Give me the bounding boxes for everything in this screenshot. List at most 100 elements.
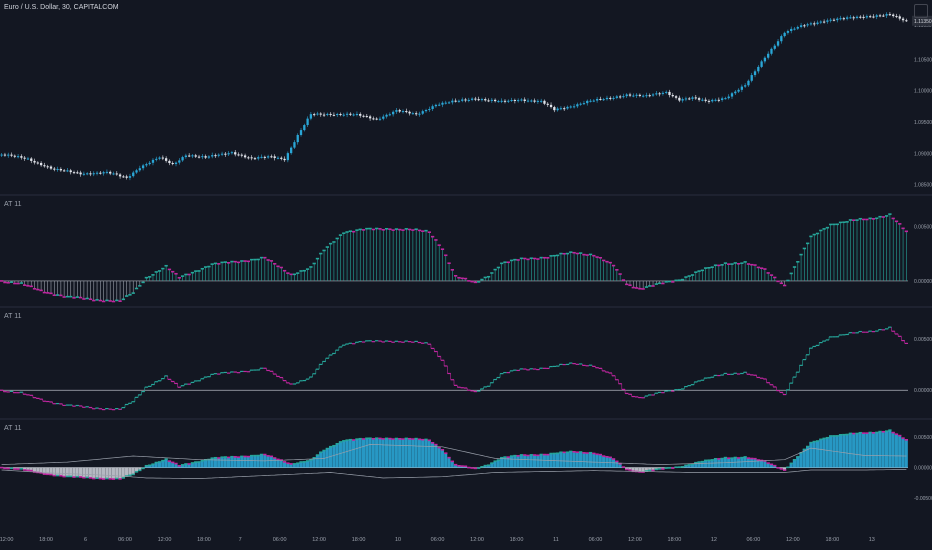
candle-body xyxy=(428,109,431,111)
signal-step xyxy=(13,468,17,470)
candle-body xyxy=(477,99,480,101)
signal-step xyxy=(707,459,711,462)
signal-step xyxy=(125,475,129,477)
candle-body xyxy=(303,125,306,131)
candle-body xyxy=(888,14,892,16)
candle-body xyxy=(217,154,220,156)
signal-step xyxy=(348,438,353,441)
candle-body xyxy=(385,114,388,117)
signal-step xyxy=(506,261,510,264)
signal-step xyxy=(602,455,606,457)
signal-step xyxy=(585,452,589,454)
signal-step xyxy=(154,461,158,464)
signal-step xyxy=(463,277,468,280)
settings-button-icon[interactable] xyxy=(914,4,928,18)
signal-step xyxy=(55,294,60,296)
signal-step xyxy=(233,455,237,458)
signal-step xyxy=(868,217,872,220)
signal-step xyxy=(631,286,635,289)
candle-body xyxy=(158,157,161,159)
signal-step xyxy=(588,253,593,256)
signal-step xyxy=(602,259,606,262)
signal-step xyxy=(852,432,856,435)
signal-step xyxy=(457,465,461,467)
candle-body xyxy=(892,14,895,17)
candle-body xyxy=(744,85,747,87)
histogram-column xyxy=(411,439,415,468)
candle-body xyxy=(582,103,586,105)
signal-step xyxy=(230,260,234,263)
signal-step xyxy=(348,230,353,233)
signal-step xyxy=(72,297,76,299)
signal-step xyxy=(707,266,711,269)
signal-step xyxy=(842,433,846,436)
time-axis-label: 6 xyxy=(84,537,87,543)
signal-step xyxy=(253,258,257,261)
signal-step xyxy=(19,282,24,284)
candle-body xyxy=(141,165,145,169)
signal-step xyxy=(519,454,524,456)
candle-body xyxy=(770,48,773,54)
histogram-column xyxy=(454,464,458,468)
signal-step xyxy=(819,438,823,441)
signal-step xyxy=(315,454,320,456)
candle-body xyxy=(586,100,589,104)
signal-step xyxy=(414,228,418,231)
histogram-column xyxy=(230,456,234,468)
histogram-column xyxy=(348,439,352,468)
signal-step xyxy=(815,232,820,235)
candle-body xyxy=(13,155,16,157)
signal-step xyxy=(500,262,504,265)
histogram-column xyxy=(108,467,112,479)
candle-body xyxy=(559,108,563,110)
signal-step xyxy=(523,257,527,260)
candle-body xyxy=(168,160,171,164)
candle-body xyxy=(293,142,296,148)
signal-step xyxy=(361,229,366,231)
signal-step xyxy=(802,448,807,451)
histogram-column xyxy=(644,467,648,472)
signal-step xyxy=(664,281,668,283)
histogram-column xyxy=(625,467,629,470)
histogram-column xyxy=(105,467,109,479)
histogram-column xyxy=(131,467,135,475)
signal-step xyxy=(611,458,616,460)
histogram-column xyxy=(151,464,155,468)
candle-body xyxy=(316,113,319,115)
histogram-column xyxy=(901,438,905,468)
candle-body xyxy=(895,16,898,18)
candle-body xyxy=(365,116,368,118)
signal-step xyxy=(845,433,849,436)
signal-step xyxy=(161,459,165,462)
candle-body xyxy=(799,25,803,27)
histogram-column xyxy=(884,431,889,468)
signal-step xyxy=(312,262,316,265)
candle-body xyxy=(829,19,832,21)
signal-step xyxy=(565,451,570,454)
signal-step xyxy=(891,217,895,220)
signal-step xyxy=(500,456,504,459)
signal-step xyxy=(700,460,705,463)
histogram-column xyxy=(36,467,40,473)
histogram-column xyxy=(848,433,852,468)
histogram-column xyxy=(575,452,579,468)
candle-body xyxy=(546,103,549,105)
signal-step xyxy=(62,475,66,478)
signal-step xyxy=(98,299,102,302)
signal-step xyxy=(697,270,701,272)
candle-body xyxy=(668,91,671,96)
histogram-column xyxy=(220,457,224,468)
signal-step xyxy=(812,233,816,236)
signal-step xyxy=(62,296,66,298)
candle-body xyxy=(763,57,767,62)
indicator-tick-label: 0.00000 xyxy=(914,466,932,472)
indicator-tick-label: 0.00500 xyxy=(914,224,932,230)
signal-step xyxy=(92,299,96,302)
signal-step xyxy=(572,450,576,453)
candle-body xyxy=(79,172,82,175)
histogram-column xyxy=(118,467,122,479)
candle-body xyxy=(86,173,89,175)
signal-step xyxy=(141,281,145,284)
candle-body xyxy=(313,114,316,116)
